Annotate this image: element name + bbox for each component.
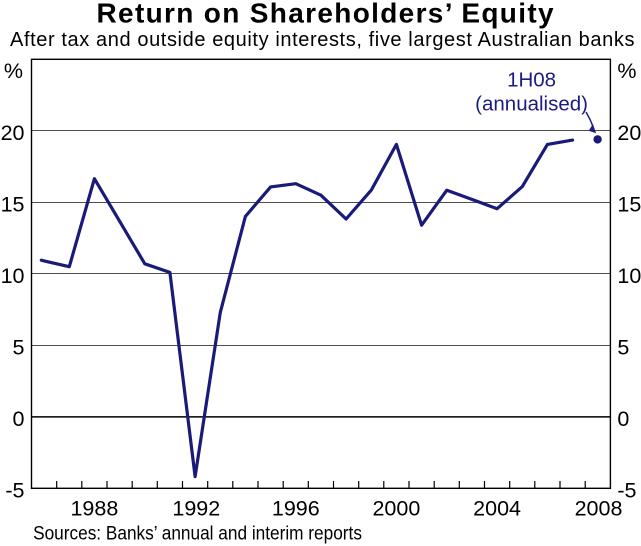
- svg-text:0: 0: [13, 407, 25, 431]
- svg-text:15: 15: [1, 193, 25, 217]
- svg-text:(annualised): (annualised): [475, 93, 588, 116]
- svg-text:10: 10: [617, 264, 641, 288]
- svg-text:1H08: 1H08: [507, 68, 556, 91]
- svg-text:Sources: Banks’ annual and int: Sources: Banks’ annual and interim repor…: [33, 523, 362, 544]
- svg-text:5: 5: [13, 336, 25, 360]
- svg-text:-5: -5: [617, 479, 636, 503]
- svg-text:15: 15: [617, 193, 641, 217]
- svg-text:2008: 2008: [575, 496, 623, 520]
- svg-text:-5: -5: [5, 479, 24, 503]
- svg-text:20: 20: [617, 121, 641, 145]
- svg-text:1996: 1996: [272, 496, 320, 520]
- svg-text:%: %: [617, 59, 636, 83]
- svg-text:After tax and outside equity i: After tax and outside equity interests, …: [10, 29, 635, 51]
- svg-text:Return on Shareholders’ Equity: Return on Shareholders’ Equity: [97, 0, 555, 29]
- svg-text:2004: 2004: [473, 496, 521, 520]
- svg-text:20: 20: [1, 121, 25, 145]
- svg-text:10: 10: [1, 264, 25, 288]
- svg-text:1992: 1992: [172, 496, 220, 520]
- svg-text:1988: 1988: [70, 496, 118, 520]
- svg-text:%: %: [4, 59, 23, 83]
- svg-text:2000: 2000: [372, 496, 420, 520]
- svg-text:0: 0: [617, 407, 629, 431]
- svg-text:5: 5: [617, 336, 629, 360]
